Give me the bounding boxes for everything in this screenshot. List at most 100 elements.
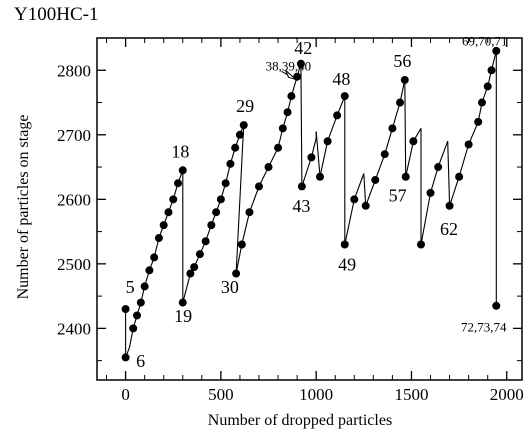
data-point bbox=[323, 137, 332, 146]
annotation-label: 30 bbox=[221, 277, 239, 297]
data-point bbox=[434, 163, 443, 172]
data-point bbox=[426, 188, 435, 197]
data-point bbox=[264, 163, 273, 172]
data-point bbox=[487, 66, 496, 75]
data-point bbox=[136, 298, 145, 307]
data-point bbox=[333, 111, 342, 120]
data-point bbox=[164, 208, 173, 217]
annotation-label: 57 bbox=[389, 185, 407, 205]
x-tick-label: 500 bbox=[208, 385, 234, 404]
data-point bbox=[239, 121, 248, 130]
annotation-label: 62 bbox=[440, 219, 458, 239]
data-point bbox=[159, 221, 168, 230]
data-point bbox=[195, 250, 204, 259]
y-tick-label: 2600 bbox=[57, 190, 91, 209]
data-points bbox=[121, 46, 501, 362]
data-point bbox=[445, 201, 454, 210]
annotation-label: 19 bbox=[174, 306, 192, 326]
annotation-label: 18 bbox=[171, 141, 189, 161]
data-point bbox=[492, 301, 501, 310]
data-point bbox=[245, 208, 254, 217]
data-point bbox=[296, 59, 305, 68]
y-tick-label: 2700 bbox=[57, 126, 91, 145]
series-line-19 bbox=[449, 50, 497, 206]
x-tick-label: 0 bbox=[121, 385, 130, 404]
series-line-18 bbox=[447, 141, 451, 206]
data-point bbox=[388, 124, 397, 133]
y-tick-label: 2800 bbox=[57, 61, 91, 80]
series-line-4 bbox=[235, 125, 245, 274]
plot-frame bbox=[96, 37, 523, 381]
data-point bbox=[216, 195, 225, 204]
point-annotations: 561819293038,39,404243484956576269,70,71… bbox=[126, 34, 508, 371]
data-point bbox=[361, 201, 370, 210]
annotation-label: 42 bbox=[294, 38, 312, 58]
annotation-label: 29 bbox=[236, 96, 254, 116]
x-tick-label: 1000 bbox=[299, 385, 333, 404]
x-axis-label: Number of dropped particles bbox=[208, 412, 392, 429]
data-point bbox=[121, 305, 130, 314]
data-point bbox=[293, 72, 302, 81]
data-point bbox=[129, 324, 138, 333]
data-point bbox=[207, 221, 216, 230]
annotation-label: 56 bbox=[393, 51, 411, 71]
data-point bbox=[145, 266, 154, 275]
data-point bbox=[474, 117, 483, 126]
x-tick-label: 2000 bbox=[490, 385, 524, 404]
data-point bbox=[371, 175, 380, 184]
data-point bbox=[232, 269, 241, 278]
annotation-label: 43 bbox=[292, 196, 310, 216]
series-line-6 bbox=[300, 63, 303, 187]
data-point bbox=[226, 159, 235, 168]
data-point bbox=[190, 263, 199, 272]
series-line-11 bbox=[344, 173, 365, 245]
data-point bbox=[464, 140, 473, 149]
data-point bbox=[287, 92, 296, 101]
y-tick-label: 2500 bbox=[57, 255, 91, 274]
annotation-label: 72,73,74 bbox=[461, 320, 507, 335]
data-point bbox=[297, 182, 306, 191]
data-point bbox=[254, 182, 263, 191]
data-point bbox=[235, 130, 244, 139]
annotation-arrow bbox=[281, 69, 296, 80]
data-point bbox=[237, 240, 246, 249]
data-point bbox=[396, 98, 405, 107]
arrow-head bbox=[285, 69, 296, 80]
data-point bbox=[401, 172, 410, 181]
data-point bbox=[477, 98, 486, 107]
series-line-17 bbox=[420, 141, 449, 245]
data-point bbox=[455, 172, 464, 181]
annotation-label: 69,70,71 bbox=[462, 34, 508, 49]
series-line-14 bbox=[404, 79, 407, 177]
chart-title: Y100HC-1 bbox=[14, 4, 99, 25]
data-point bbox=[380, 150, 389, 159]
data-point bbox=[212, 208, 221, 217]
data-point bbox=[133, 311, 142, 320]
data-point bbox=[350, 195, 359, 204]
data-point bbox=[492, 46, 501, 55]
data-point bbox=[178, 298, 187, 307]
data-point bbox=[307, 153, 316, 162]
axes: 0 500 1000 1500 2000 2400 2500 2600 2700 2800 bbox=[57, 37, 524, 404]
data-point bbox=[274, 143, 283, 152]
data-point bbox=[178, 166, 187, 175]
data-point bbox=[315, 172, 324, 181]
series-line-9 bbox=[319, 95, 346, 177]
data-point bbox=[121, 353, 130, 362]
data-point bbox=[221, 179, 230, 188]
data-point bbox=[400, 75, 409, 84]
x-tick-label: 1500 bbox=[394, 385, 428, 404]
data-point bbox=[186, 269, 195, 278]
annotation-label: 49 bbox=[338, 254, 356, 274]
data-point bbox=[231, 143, 240, 152]
data-point bbox=[483, 82, 492, 91]
data-point bbox=[409, 137, 418, 146]
data-point bbox=[140, 282, 149, 291]
data-point bbox=[283, 108, 292, 117]
data-point bbox=[278, 124, 287, 133]
data-point bbox=[154, 234, 163, 243]
series-line-12 bbox=[363, 173, 367, 206]
y-axis-label: Number of particles on stage bbox=[15, 115, 32, 300]
data-point bbox=[150, 253, 159, 262]
